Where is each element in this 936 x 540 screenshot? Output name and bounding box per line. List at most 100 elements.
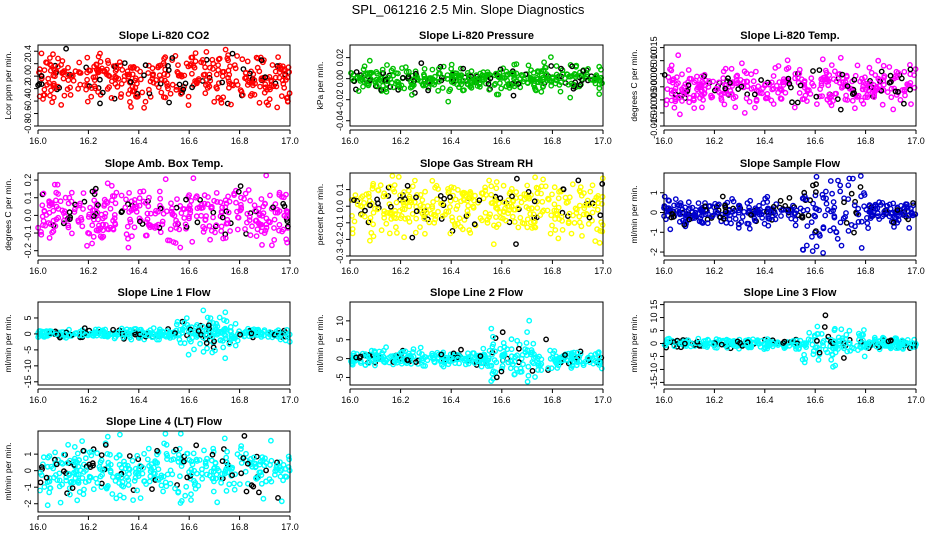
- data-point: [818, 82, 825, 89]
- x-axis: 16.0 16.2 16.4 16.6 16.8 17.0: [655, 388, 925, 405]
- data-point: [211, 465, 217, 472]
- x-tick-label: 16.2: [80, 266, 98, 276]
- data-point: [851, 229, 857, 236]
- data-point: [280, 200, 287, 207]
- data-point: [397, 192, 403, 199]
- data-point: [872, 72, 879, 79]
- data-point: [524, 329, 530, 335]
- data-point: [827, 178, 834, 184]
- y-tick-label: -1: [649, 228, 659, 236]
- data-point: [39, 202, 46, 209]
- data-point: [50, 72, 57, 79]
- data-point: [884, 89, 891, 96]
- data-point: [818, 330, 825, 337]
- data-point: [854, 62, 861, 69]
- data-point: [832, 68, 838, 75]
- data-point: [431, 211, 437, 218]
- data-point: [189, 461, 196, 468]
- x-tick-label: 16.2: [392, 136, 410, 146]
- x-tick-label: 16.2: [706, 136, 724, 146]
- data-point: [223, 200, 230, 207]
- plot-frame: [37, 301, 291, 386]
- data-point: [477, 353, 484, 359]
- data-point: [485, 81, 492, 87]
- data-point: [380, 87, 387, 94]
- data-point: [669, 77, 676, 84]
- data-point: [157, 195, 164, 202]
- data-point: [855, 92, 862, 99]
- data-point: [574, 349, 581, 356]
- data-point: [58, 102, 65, 108]
- data-point: [350, 197, 357, 204]
- data-point: [902, 92, 908, 99]
- data-point: [751, 91, 758, 98]
- data-point: [349, 226, 356, 232]
- data-point: [60, 75, 67, 82]
- data-point: [130, 497, 137, 503]
- data-point: [220, 94, 227, 101]
- data-point: [65, 200, 72, 207]
- data-point: [203, 463, 210, 470]
- data-point: [393, 70, 399, 77]
- data-point: [237, 331, 244, 338]
- data-point: [553, 71, 560, 78]
- data-point: [247, 197, 254, 204]
- y-tick-label: -5: [649, 352, 659, 360]
- data-point: [576, 353, 583, 360]
- data-point: [127, 79, 134, 85]
- y-axis-label: ml/min per min.: [3, 442, 13, 500]
- data-point: [372, 205, 378, 212]
- data-point: [791, 104, 798, 111]
- data-point: [830, 363, 836, 370]
- data-point: [47, 485, 53, 491]
- data-point: [663, 101, 670, 108]
- y-tick-label: -5: [335, 373, 345, 381]
- data-point: [843, 210, 849, 216]
- data-point: [907, 62, 913, 68]
- data-point: [585, 220, 592, 227]
- data-point: [695, 200, 702, 207]
- data-point: [169, 205, 175, 212]
- data-point: [420, 362, 427, 369]
- data-point: [523, 339, 530, 346]
- data-point: [97, 459, 104, 466]
- data-point: [127, 216, 133, 223]
- data-point: [896, 344, 902, 350]
- x-tick-label: 16.8: [231, 266, 249, 276]
- data-point: [493, 205, 499, 211]
- data-point: [562, 194, 569, 201]
- data-point: [497, 214, 504, 221]
- data-point: [736, 202, 743, 209]
- data-point: [891, 85, 898, 92]
- data-point: [487, 75, 494, 82]
- data-point: [895, 212, 902, 219]
- x-tick-label: 16.2: [392, 266, 410, 276]
- data-point: [154, 447, 161, 454]
- data-point: [366, 237, 373, 244]
- data-point: [146, 194, 152, 201]
- data-point: [395, 81, 402, 88]
- data-point: [38, 464, 45, 470]
- y-axis: -0.04-0.020.000.02: [335, 49, 350, 131]
- data-point: [132, 75, 139, 82]
- data-point: [493, 179, 500, 185]
- data-point: [86, 473, 93, 480]
- data-point: [148, 465, 155, 472]
- data-point: [427, 354, 434, 361]
- data-point: [97, 76, 103, 83]
- data-point: [208, 457, 215, 464]
- data-point: [817, 232, 823, 239]
- data-point: [495, 91, 502, 98]
- data-point: [259, 212, 266, 219]
- data-point: [136, 334, 143, 341]
- y-tick-label: 0.00: [335, 70, 345, 88]
- data-point: [500, 73, 507, 79]
- data-point: [90, 233, 97, 240]
- data-point: [86, 211, 93, 218]
- data-point: [680, 210, 686, 217]
- data-point: [401, 189, 407, 195]
- data-point: [511, 61, 518, 68]
- data-point: [381, 211, 387, 218]
- data-point: [746, 225, 753, 232]
- data-point: [456, 360, 462, 367]
